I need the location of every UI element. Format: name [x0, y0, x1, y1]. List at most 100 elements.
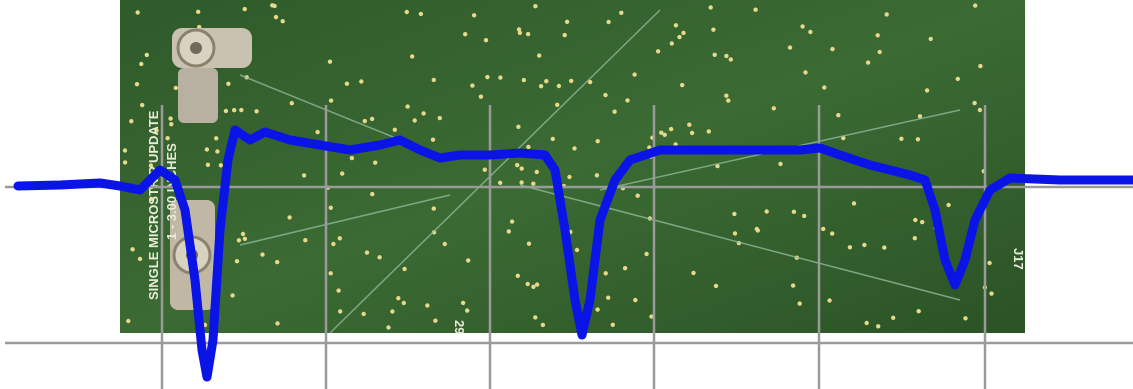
via: [689, 130, 695, 136]
via: [392, 127, 397, 132]
via: [673, 23, 679, 28]
via: [865, 60, 871, 65]
via: [606, 295, 611, 300]
via: [386, 325, 391, 330]
via: [168, 116, 173, 121]
via: [275, 259, 280, 265]
via: [218, 163, 224, 168]
via: [569, 78, 574, 84]
via: [830, 46, 835, 52]
via: [242, 236, 248, 241]
via: [715, 163, 720, 169]
via: [349, 155, 355, 161]
via: [955, 76, 960, 82]
via: [359, 79, 364, 84]
via: [655, 49, 661, 54]
via: [144, 52, 149, 58]
via: [122, 160, 128, 165]
via: [430, 137, 436, 142]
via: [362, 118, 367, 124]
via: [140, 102, 145, 108]
silkscreen-title: SINGLE MICROSTRIP UPDATE: [146, 110, 161, 300]
via: [572, 146, 577, 151]
via: [173, 85, 178, 91]
via: [404, 9, 409, 15]
via: [635, 193, 640, 198]
via: [344, 81, 350, 86]
via: [622, 266, 628, 271]
via: [764, 209, 769, 214]
via: [989, 291, 994, 296]
via: [402, 266, 407, 272]
vias: [122, 3, 998, 330]
via: [465, 308, 470, 313]
via: [632, 72, 637, 77]
via: [876, 324, 881, 329]
via: [830, 231, 835, 236]
via: [273, 14, 279, 20]
via: [390, 309, 395, 314]
via: [526, 241, 532, 246]
via: [506, 229, 511, 234]
via: [433, 318, 438, 323]
via: [836, 113, 841, 118]
via: [134, 82, 140, 87]
via: [924, 88, 930, 93]
via: [169, 122, 174, 127]
silkscreen-length: 1 - 3.00 INCHES: [164, 143, 179, 240]
via: [327, 59, 333, 64]
via: [405, 104, 410, 109]
via: [787, 45, 793, 50]
via: [515, 162, 520, 168]
via: [875, 33, 880, 38]
via: [778, 161, 783, 167]
via: [377, 255, 382, 260]
via: [410, 54, 415, 59]
via: [562, 32, 567, 38]
via: [662, 132, 667, 137]
via: [130, 247, 135, 252]
via: [526, 144, 531, 150]
via: [478, 94, 484, 99]
via: [556, 83, 562, 89]
via: [275, 321, 280, 326]
via: [204, 147, 210, 152]
via: [659, 130, 664, 135]
via: [254, 109, 259, 114]
via: [612, 109, 617, 114]
via: [603, 92, 608, 98]
via: [851, 201, 857, 206]
silkscreen-num: 29: [452, 320, 467, 334]
via: [963, 316, 968, 321]
via: [862, 242, 867, 248]
via: [668, 126, 674, 132]
via: [712, 52, 717, 57]
via: [633, 297, 638, 303]
via: [230, 293, 235, 298]
via: [802, 213, 807, 219]
via: [442, 241, 447, 247]
via: [644, 251, 649, 257]
via: [303, 238, 308, 243]
via: [891, 315, 896, 320]
via: [732, 231, 738, 236]
via: [753, 7, 758, 12]
via: [550, 136, 555, 142]
via: [289, 101, 294, 106]
via: [680, 82, 685, 88]
via: [821, 226, 826, 232]
via: [928, 36, 933, 42]
via: [515, 273, 520, 278]
via: [336, 288, 341, 293]
via: [369, 116, 375, 122]
via: [603, 271, 608, 276]
via: [431, 206, 436, 211]
via: [864, 320, 869, 326]
via: [899, 136, 904, 141]
via: [148, 163, 154, 168]
via: [534, 169, 539, 175]
via: [691, 270, 696, 276]
via: [977, 107, 983, 113]
via: [728, 57, 733, 62]
via: [912, 236, 917, 241]
